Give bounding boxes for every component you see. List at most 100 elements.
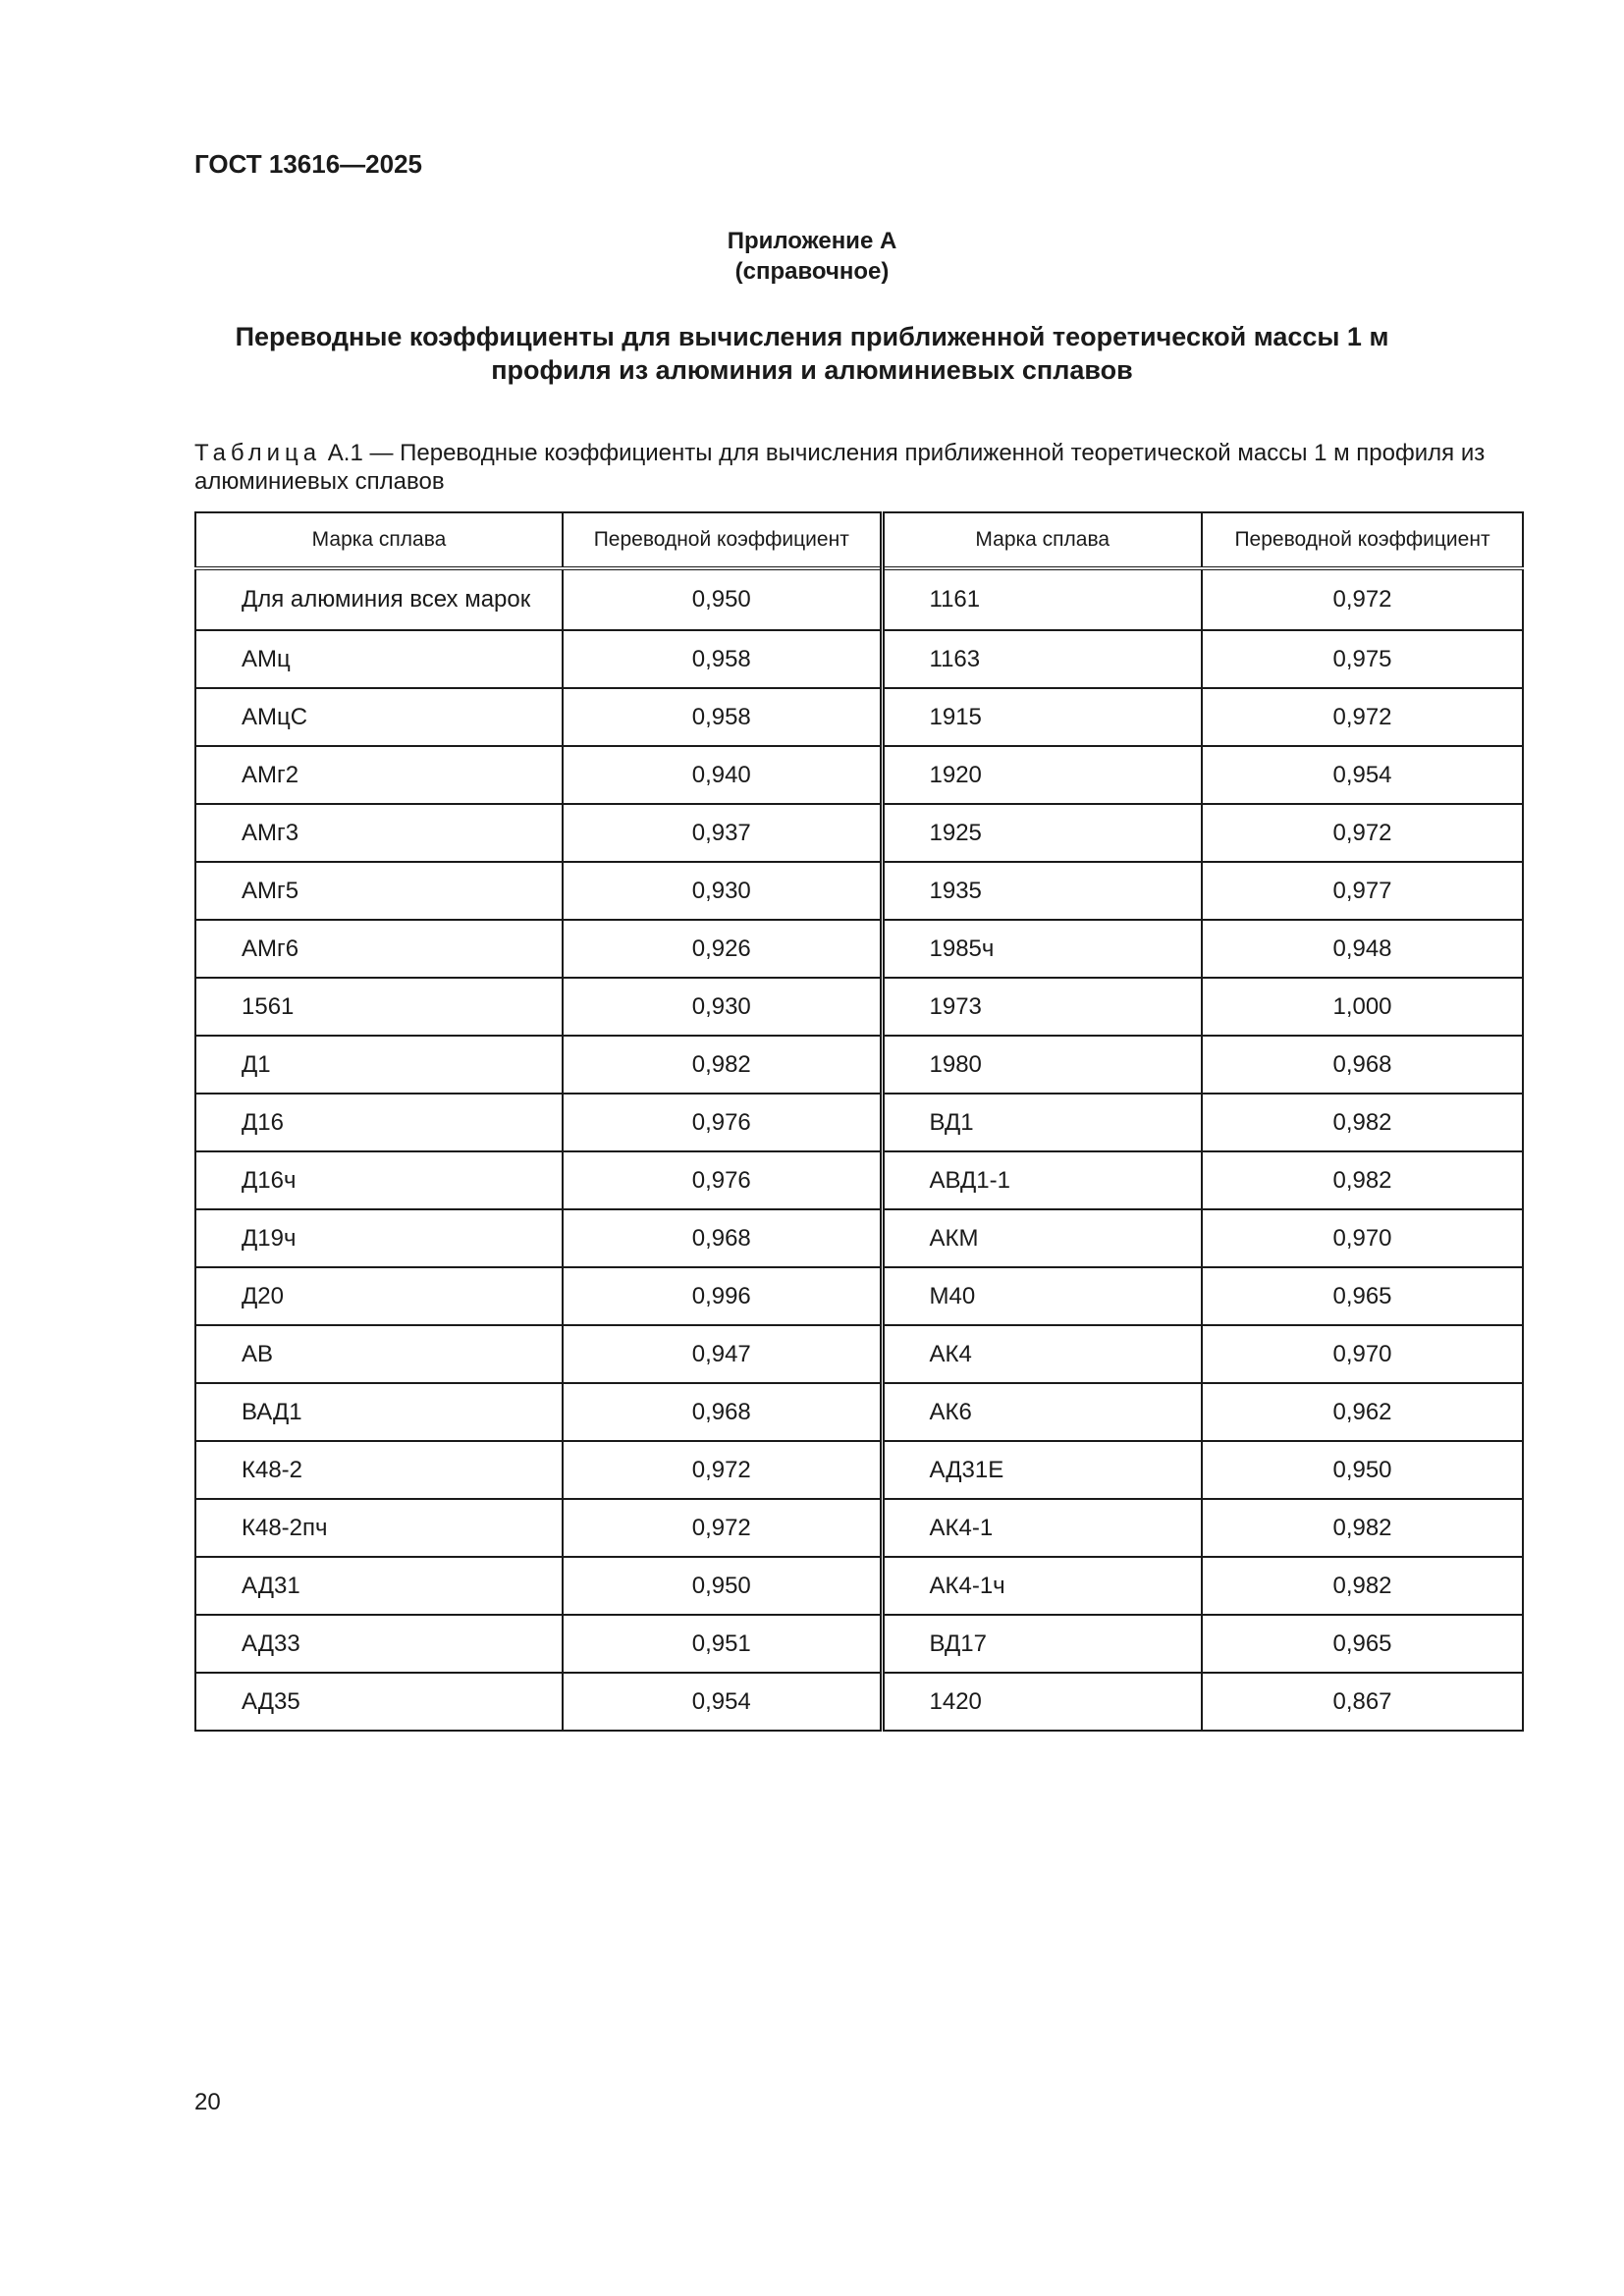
coefficient-cell: 0,968 xyxy=(562,1382,883,1442)
alloy-grade-cell: АД33 xyxy=(194,1614,564,1674)
coefficient-cell: 0,970 xyxy=(1201,1208,1524,1268)
coefficients-table: Марка сплава Переводной коэффициент Марк… xyxy=(194,511,1524,1732)
coefficient-cell: 0,975 xyxy=(1201,629,1524,689)
column-header: Марка сплава xyxy=(879,511,1203,570)
coefficient-cell: 0,930 xyxy=(562,977,883,1037)
alloy-grade-cell: Д16 xyxy=(194,1093,564,1152)
alloy-grade-cell: АМг3 xyxy=(194,803,564,863)
alloy-grade-cell: 1915 xyxy=(879,687,1203,747)
table-row: АМг3 0,937 1925 0,972 xyxy=(194,803,1524,863)
table-row: АВ 0,947 АК4 0,970 xyxy=(194,1324,1524,1384)
coefficient-cell: 0,968 xyxy=(1201,1035,1524,1095)
alloy-grade-cell: АК6 xyxy=(879,1382,1203,1442)
alloy-grade-cell: АМг6 xyxy=(194,919,564,979)
alloy-grade-cell: АМг2 xyxy=(194,745,564,805)
alloy-grade-cell: 1561 xyxy=(194,977,564,1037)
coefficient-cell: 0,947 xyxy=(562,1324,883,1384)
table-row: АД31 0,950 АК4-1ч 0,982 xyxy=(194,1556,1524,1616)
alloy-grade-cell: АК4-1ч xyxy=(879,1556,1203,1616)
coefficient-cell: 0,951 xyxy=(562,1614,883,1674)
coefficient-cell: 0,950 xyxy=(1201,1440,1524,1500)
coefficient-cell: 0,972 xyxy=(562,1440,883,1500)
coefficient-cell: 0,962 xyxy=(1201,1382,1524,1442)
coefficient-cell: 0,972 xyxy=(1201,803,1524,863)
table-row: АМг6 0,926 1985ч 0,948 xyxy=(194,919,1524,979)
alloy-grade-cell: АВ xyxy=(194,1324,564,1384)
table-row: Д1 0,982 1980 0,968 xyxy=(194,1035,1524,1095)
alloy-grade-cell: Д20 xyxy=(194,1266,564,1326)
coefficient-cell: 0,950 xyxy=(562,1556,883,1616)
alloy-grade-cell: АМц xyxy=(194,629,564,689)
appendix-type: (справочное) xyxy=(734,258,890,285)
coefficient-cell: 0,982 xyxy=(1201,1093,1524,1152)
table-row: Д20 0,996 М40 0,965 xyxy=(194,1266,1524,1326)
coefficient-cell: 0,965 xyxy=(1201,1614,1524,1674)
coefficient-cell: 0,937 xyxy=(562,803,883,863)
coefficient-cell: 0,950 xyxy=(562,567,883,631)
table-header-row: Марка сплава Переводной коэффициент Марк… xyxy=(194,511,1524,570)
alloy-grade-cell: 1925 xyxy=(879,803,1203,863)
coefficient-cell: 0,948 xyxy=(1201,919,1524,979)
alloy-grade-cell: М40 xyxy=(879,1266,1203,1326)
appendix-heading: Приложение А xyxy=(727,228,897,254)
alloy-grade-cell: 1985ч xyxy=(879,919,1203,979)
column-header: Переводной коэффициент xyxy=(1201,511,1524,570)
coefficient-cell: 0,976 xyxy=(562,1150,883,1210)
document-header: ГОСТ 13616—2025 xyxy=(194,149,422,179)
coefficient-cell: 0,972 xyxy=(562,1498,883,1558)
coefficient-cell: 0,976 xyxy=(562,1093,883,1152)
alloy-grade-cell: 1973 xyxy=(879,977,1203,1037)
alloy-grade-cell: АК4 xyxy=(879,1324,1203,1384)
coefficient-cell: 0,867 xyxy=(1201,1672,1524,1732)
coefficient-cell: 0,982 xyxy=(1201,1150,1524,1210)
coefficient-cell: 0,965 xyxy=(1201,1266,1524,1326)
alloy-grade-cell: Д1 xyxy=(194,1035,564,1095)
column-header: Переводной коэффициент xyxy=(562,511,883,570)
alloy-grade-cell: К48-2пч xyxy=(194,1498,564,1558)
alloy-grade-cell: АД31 xyxy=(194,1556,564,1616)
alloy-grade-cell: Д16ч xyxy=(194,1150,564,1210)
table-row: ВАД1 0,968 АК6 0,962 xyxy=(194,1382,1524,1442)
caption-prefix: Таблица xyxy=(194,440,322,466)
alloy-grade-cell: ВАД1 xyxy=(194,1382,564,1442)
coefficient-cell: 0,958 xyxy=(562,687,883,747)
coefficient-cell: 0,982 xyxy=(1201,1556,1524,1616)
page-number: 20 xyxy=(194,2089,221,2115)
title-line: Переводные коэффициенты для вычисления п… xyxy=(235,322,1389,351)
table-row: АД33 0,951 ВД17 0,965 xyxy=(194,1614,1524,1674)
coefficient-cell: 1,000 xyxy=(1201,977,1524,1037)
coefficient-cell: 0,926 xyxy=(562,919,883,979)
coefficient-cell: 0,954 xyxy=(1201,745,1524,805)
table-row: АМг2 0,940 1920 0,954 xyxy=(194,745,1524,805)
table-row: Д16 0,976 ВД1 0,982 xyxy=(194,1093,1524,1152)
alloy-grade-cell: АМг5 xyxy=(194,861,564,921)
coefficient-cell: 0,958 xyxy=(562,629,883,689)
coefficient-cell: 0,977 xyxy=(1201,861,1524,921)
coefficient-cell: 0,972 xyxy=(1201,567,1524,631)
coefficient-cell: 0,968 xyxy=(562,1208,883,1268)
alloy-grade-cell: К48-2 xyxy=(194,1440,564,1500)
alloy-grade-cell: Для алюминия всех марок xyxy=(194,567,564,631)
alloy-grade-cell: 1980 xyxy=(879,1035,1203,1095)
coefficient-cell: 0,930 xyxy=(562,861,883,921)
alloy-grade-cell: 1420 xyxy=(879,1672,1203,1732)
table-row: АД35 0,954 1420 0,867 xyxy=(194,1672,1524,1732)
alloy-grade-cell: 1161 xyxy=(879,567,1203,631)
alloy-grade-cell: АД31Е xyxy=(879,1440,1203,1500)
alloy-grade-cell: АВД1-1 xyxy=(879,1150,1203,1210)
alloy-grade-cell: АК4-1 xyxy=(879,1498,1203,1558)
alloy-grade-cell: Д19ч xyxy=(194,1208,564,1268)
coefficient-cell: 0,940 xyxy=(562,745,883,805)
caption-text: А.1 — Переводные коэффициенты для вычисл… xyxy=(194,440,1486,495)
alloy-grade-cell: ВД17 xyxy=(879,1614,1203,1674)
table-row: АМг5 0,930 1935 0,977 xyxy=(194,861,1524,921)
table-row: АМцС 0,958 1915 0,972 xyxy=(194,687,1524,747)
alloy-grade-cell: 1920 xyxy=(879,745,1203,805)
table-row: К48-2пч 0,972 АК4-1 0,982 xyxy=(194,1498,1524,1558)
alloy-grade-cell: АКМ xyxy=(879,1208,1203,1268)
title-line: профиля из алюминия и алюминиевых сплаво… xyxy=(491,355,1133,385)
table-row: Д16ч 0,976 АВД1-1 0,982 xyxy=(194,1150,1524,1210)
alloy-grade-cell: ВД1 xyxy=(879,1093,1203,1152)
coefficient-cell: 0,982 xyxy=(562,1035,883,1095)
section-title: Переводные коэффициенты для вычисления п… xyxy=(0,320,1624,387)
